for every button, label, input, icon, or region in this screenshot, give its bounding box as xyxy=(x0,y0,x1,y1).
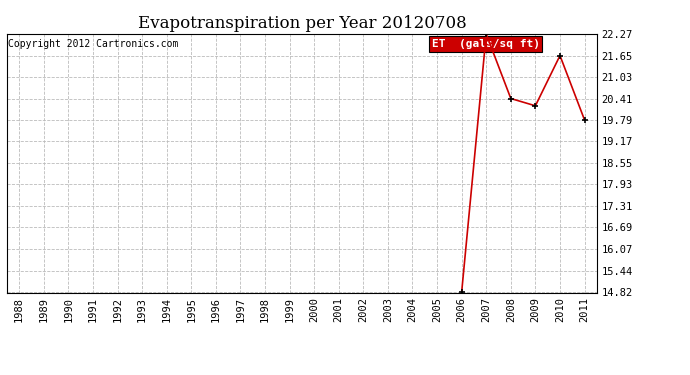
Title: Evapotranspiration per Year 20120708: Evapotranspiration per Year 20120708 xyxy=(137,15,466,32)
Text: ET  (gals/sq ft): ET (gals/sq ft) xyxy=(432,39,540,49)
Text: Copyright 2012 Cartronics.com: Copyright 2012 Cartronics.com xyxy=(8,39,179,49)
